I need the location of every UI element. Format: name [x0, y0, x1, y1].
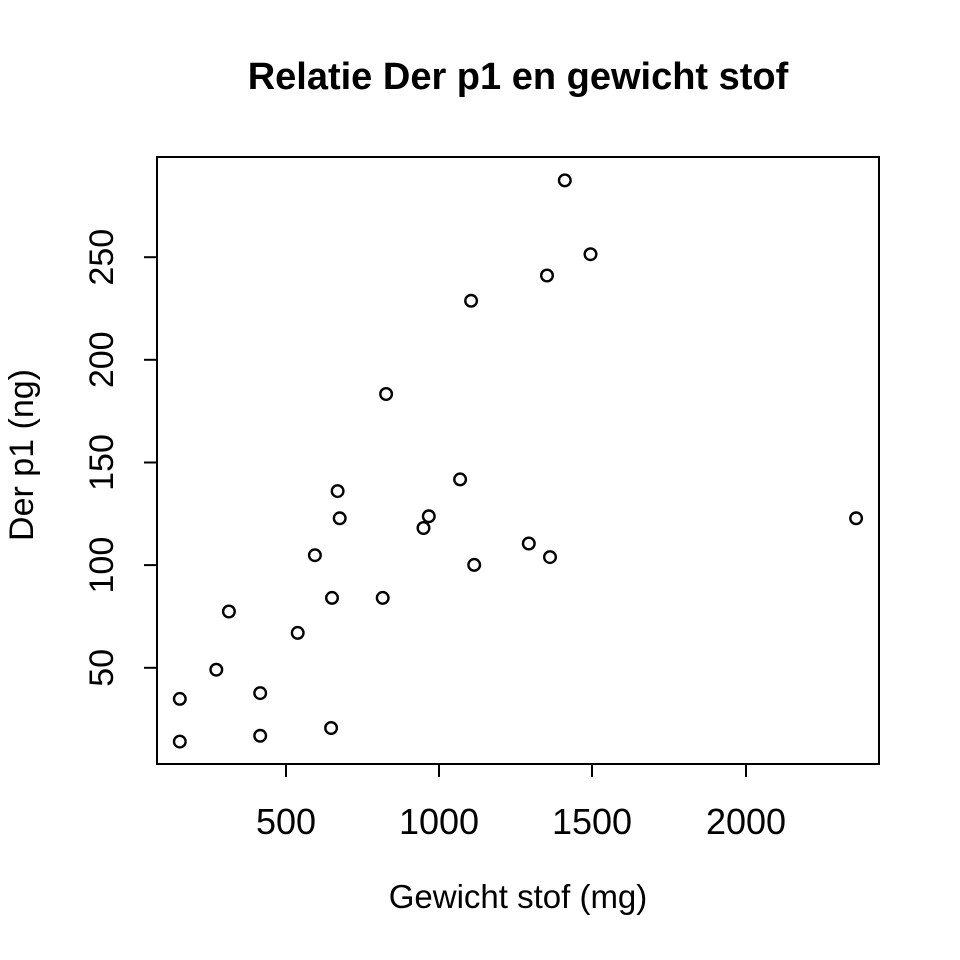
svg-text:2000: 2000 — [706, 801, 786, 842]
svg-text:250: 250 — [83, 229, 121, 286]
svg-text:100: 100 — [83, 537, 121, 594]
svg-text:200: 200 — [83, 331, 121, 388]
svg-text:Der p1 (ng): Der p1 (ng) — [3, 369, 41, 541]
svg-text:150: 150 — [83, 434, 121, 491]
svg-text:500: 500 — [256, 801, 316, 842]
svg-text:Relatie Der p1 en gewicht stof: Relatie Der p1 en gewicht stof — [248, 56, 789, 98]
svg-text:Gewicht stof (mg): Gewicht stof (mg) — [389, 878, 648, 915]
svg-text:1000: 1000 — [399, 801, 479, 842]
svg-text:50: 50 — [83, 649, 121, 687]
svg-text:1500: 1500 — [552, 801, 632, 842]
